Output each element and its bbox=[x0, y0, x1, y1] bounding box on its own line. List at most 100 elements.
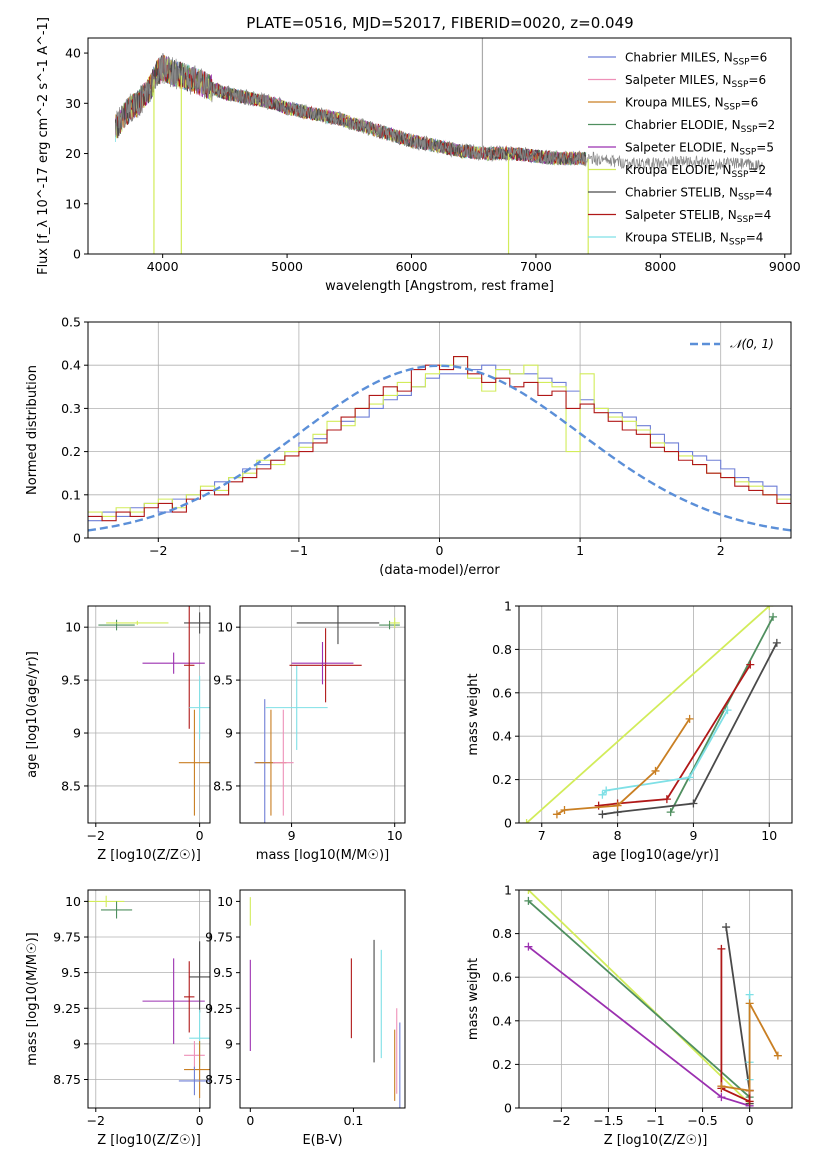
mass-weight-marker bbox=[722, 923, 731, 932]
legend-text: Kroupa STELIB, N bbox=[625, 231, 729, 245]
x-tick-label: 8 bbox=[614, 828, 622, 843]
legend-label: Kroupa STELIB, NSSP=4 bbox=[625, 231, 763, 248]
x-tick-label: 7 bbox=[538, 828, 546, 843]
x-tick-label: 10 bbox=[387, 828, 403, 843]
y-tick-label: 0.6 bbox=[492, 685, 512, 700]
mass-weight-marker bbox=[745, 1097, 754, 1106]
mass-weight-marker bbox=[524, 942, 533, 951]
legend-value: =4 bbox=[755, 186, 773, 200]
mass-weight-marker bbox=[689, 799, 698, 808]
x-tick-label: 0 bbox=[436, 543, 444, 558]
y-tick-label: 9 bbox=[73, 1036, 81, 1051]
legend-value: =6 bbox=[750, 51, 768, 65]
legend-label: Chabrier MILES, NSSP=6 bbox=[625, 51, 767, 68]
plot-area bbox=[519, 890, 792, 1108]
legend-value: =4 bbox=[754, 208, 772, 222]
y-tick-label: 9.5 bbox=[61, 965, 81, 980]
y-tick-label: 9 bbox=[73, 726, 81, 741]
mass-weight-marker bbox=[745, 1086, 754, 1095]
errorbar-point bbox=[184, 606, 195, 729]
x-tick-label: 0.1 bbox=[343, 1113, 363, 1128]
mass-weight-marker bbox=[598, 790, 607, 799]
mass-weight-line bbox=[601, 709, 729, 796]
mass-weight-marker bbox=[560, 805, 569, 814]
errorbar-point bbox=[184, 961, 195, 1033]
errorbar-point bbox=[289, 628, 362, 703]
y-tick-label: 0.3 bbox=[61, 401, 81, 416]
y-tick-label: 0.2 bbox=[61, 444, 81, 459]
y-tick-label: 10 bbox=[65, 196, 81, 211]
mass-weight-line bbox=[527, 890, 751, 1105]
mass-weight-marker bbox=[662, 795, 671, 804]
legend-value: =2 bbox=[748, 163, 766, 177]
x-tick-label: 6000 bbox=[396, 259, 428, 274]
legend-text: Salpeter ELODIE, N bbox=[625, 141, 739, 155]
x-axis-label: age [log10(age/yr)] bbox=[592, 848, 719, 863]
mass-weight-marker bbox=[773, 1051, 782, 1060]
y-tick-label: 10 bbox=[65, 620, 81, 635]
legend-label: Salpeter STELIB, NSSP=4 bbox=[625, 208, 771, 225]
x-tick-label: −2 bbox=[149, 543, 167, 558]
legend-text: Kroupa ELODIE, N bbox=[625, 163, 732, 177]
mass-weight-marker bbox=[717, 1093, 726, 1102]
errorbar-point bbox=[291, 641, 354, 685]
legend-label: Kroupa ELODIE, NSSP=2 bbox=[625, 163, 766, 180]
errorbar-point bbox=[100, 901, 133, 919]
y-tick-label: 9.25 bbox=[205, 1001, 233, 1016]
mass-weight-line bbox=[602, 642, 778, 816]
panel-residuals: −2 −1 0 1 2 0 0.1 0.2 0.3 0.4 0.5 (data-model)/erro… bbox=[25, 315, 792, 578]
mass-weight-marker bbox=[769, 612, 778, 621]
x-tick-label: −1.5 bbox=[593, 1113, 623, 1128]
x-axis-label: Z [log10(Z/Z☉)] bbox=[604, 1133, 708, 1148]
panel-mass_vs_Z: −2 0 8.75 9 9.25 9.5 9.75 10 Z [log10(Z/Z☉)] mass… bbox=[25, 889, 211, 1148]
x-axis-label: Z [log10(Z/Z☉)] bbox=[97, 848, 201, 863]
legend: Chabrier MILES, NSSP=6 Salpeter MILES, N S… bbox=[588, 51, 775, 248]
legend-value: =6 bbox=[741, 96, 759, 110]
y-tick-label: 9.75 bbox=[205, 930, 233, 945]
x-tick-label: 9 bbox=[689, 828, 697, 843]
errorbar-point bbox=[273, 709, 294, 816]
y-axis-label: Normed distribution bbox=[25, 365, 40, 495]
legend-text: Salpeter MILES, N bbox=[625, 73, 732, 87]
y-tick-label: 8.5 bbox=[61, 778, 81, 793]
x-axis-label: wavelength [Angstrom, rest frame] bbox=[325, 279, 554, 294]
y-axis-label: Flux [f_λ 10^-17 erg cm^-2 s^-1 A^-1] bbox=[36, 17, 51, 275]
axes-frame bbox=[87, 37, 792, 255]
y-tick-label: 1 bbox=[504, 599, 512, 614]
legend-sub: SSP bbox=[738, 193, 755, 203]
x-tick-label: 7000 bbox=[520, 259, 552, 274]
y-tick-label: 8.75 bbox=[205, 1072, 233, 1087]
panel-massweight_vs_Z: −2 −1.5 −1 −0.5 0 0 0.2 0.4 0.6 0.8 1 Z [log10(Z/Z☉… bbox=[466, 883, 793, 1148]
x-tick-label: 0 bbox=[196, 1113, 204, 1128]
mass-weight-marker bbox=[552, 810, 561, 819]
y-axis-label: age [log10(age/yr)] bbox=[25, 651, 40, 778]
errorbar-point bbox=[189, 675, 210, 740]
mass-weight-marker bbox=[651, 766, 660, 775]
x-tick-label: −1 bbox=[646, 1113, 664, 1128]
mass-weight-marker bbox=[613, 801, 622, 810]
x-tick-label: 8000 bbox=[644, 259, 676, 274]
y-tick-label: 0.8 bbox=[492, 642, 512, 657]
panel-age_vs_mass: 9 10 8.5 9 9.5 10 mass [log10(M/M☉)] bbox=[213, 605, 406, 863]
x-tick-label: 1 bbox=[576, 543, 584, 558]
errorbar-point bbox=[142, 652, 205, 674]
y-tick-label: 0 bbox=[73, 247, 81, 262]
legend-label: Kroupa MILES, NSSP=6 bbox=[625, 96, 758, 113]
plot-area bbox=[249, 897, 401, 1108]
x-axis-label: Z [log10(Z/Z☉)] bbox=[97, 1133, 201, 1148]
x-axis-label: (data-model)/error bbox=[379, 563, 500, 578]
y-axis-label: mass [log10(M/M☉)] bbox=[25, 932, 40, 1065]
mass-weight-line bbox=[598, 664, 752, 807]
x-tick-label: 9000 bbox=[769, 259, 801, 274]
y-tick-label: 9.5 bbox=[213, 965, 233, 980]
panels: 4000 5000 6000 7000 8000 9000010203040wavelen… bbox=[25, 17, 801, 1148]
panel-mass_vs_ebv: 0 0.1 8.75 9 9.25 9.5 9.75 10 E(B-V) bbox=[205, 889, 406, 1148]
y-tick-label: 1 bbox=[504, 883, 512, 898]
errorbar-point bbox=[296, 606, 380, 645]
y-axis-label: mass weight bbox=[466, 673, 481, 755]
x-tick-label: −2 bbox=[87, 1113, 105, 1128]
mass-weight-marker bbox=[594, 801, 603, 810]
legend-label: 𝒩(0, 1) bbox=[730, 337, 774, 351]
mass-weight-marker bbox=[685, 773, 694, 782]
